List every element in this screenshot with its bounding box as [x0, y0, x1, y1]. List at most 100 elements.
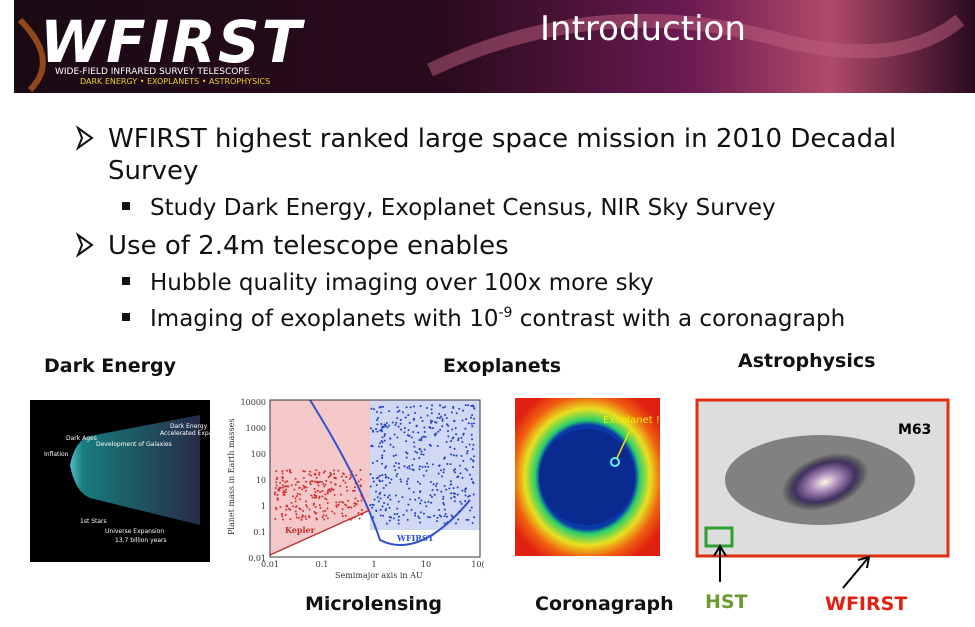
dot — [427, 465, 430, 468]
dot — [471, 522, 474, 525]
dot — [419, 502, 422, 505]
sub-bullet: Study Dark Energy, Exoplanet Census, NIR… — [150, 195, 776, 221]
dot — [406, 452, 409, 455]
dot — [359, 469, 362, 472]
dot — [308, 508, 311, 511]
dot — [321, 495, 324, 498]
dot — [419, 416, 422, 419]
label: Dark Ages — [66, 435, 97, 442]
dot — [405, 440, 408, 443]
dot — [278, 486, 281, 489]
dot — [470, 422, 473, 425]
dot — [334, 477, 337, 480]
dot — [450, 497, 453, 500]
dot — [323, 485, 326, 488]
dot — [465, 418, 468, 421]
dot — [335, 501, 338, 504]
dot — [386, 503, 389, 506]
dot — [414, 514, 417, 517]
dot — [393, 512, 396, 515]
dot — [381, 426, 384, 429]
arrow-bullet — [75, 125, 94, 151]
dot — [424, 435, 427, 438]
dot — [455, 433, 458, 436]
dot — [375, 418, 378, 421]
dot — [354, 482, 357, 485]
dot — [292, 495, 295, 498]
dot — [375, 490, 378, 493]
dot — [438, 508, 441, 511]
dot — [469, 457, 472, 460]
dot — [389, 437, 392, 440]
dot — [388, 424, 391, 427]
dot — [369, 427, 372, 430]
dot — [421, 465, 424, 468]
dot — [294, 483, 297, 486]
dot — [304, 489, 307, 492]
dot — [281, 476, 284, 479]
dot — [341, 508, 344, 511]
dot — [407, 414, 410, 417]
dot — [376, 459, 379, 462]
dot — [384, 433, 387, 436]
dot — [371, 506, 374, 509]
dot — [437, 472, 440, 475]
dot — [427, 516, 430, 519]
dot — [287, 507, 290, 510]
dot — [443, 484, 446, 487]
dot — [377, 417, 380, 420]
label: Development of Galaxies — [96, 441, 172, 448]
dot — [471, 448, 474, 451]
dot — [460, 454, 463, 457]
dot — [409, 498, 412, 501]
dot — [417, 431, 420, 434]
x-tick-label: 0.01 — [261, 560, 279, 569]
dot — [317, 481, 320, 484]
dot — [426, 462, 429, 465]
dot — [283, 489, 286, 492]
dot — [408, 434, 411, 437]
dot — [349, 473, 352, 476]
dot — [277, 488, 280, 491]
dot — [438, 417, 441, 420]
dot — [298, 486, 301, 489]
dot — [316, 518, 319, 521]
dot — [342, 473, 345, 476]
dot — [320, 480, 323, 483]
dot — [296, 481, 299, 484]
dot — [467, 495, 470, 498]
dot — [424, 465, 427, 468]
dot — [324, 497, 327, 500]
dot — [351, 517, 354, 520]
dot — [472, 422, 475, 425]
dot — [370, 407, 373, 410]
dot — [285, 504, 288, 507]
dot — [438, 412, 441, 415]
square-bullet — [122, 202, 130, 210]
dot — [418, 465, 421, 468]
dot — [333, 472, 336, 475]
dot — [299, 493, 302, 496]
label: 13.7 billion years — [115, 537, 167, 544]
dot — [380, 440, 383, 443]
dot — [399, 422, 402, 425]
dot — [356, 499, 359, 502]
dot — [396, 473, 399, 476]
label: Dark Energy — [170, 423, 208, 430]
dot — [385, 421, 388, 424]
dot — [455, 412, 458, 415]
dot — [326, 502, 329, 505]
dot — [400, 480, 403, 483]
dot — [308, 473, 311, 476]
dot — [300, 516, 303, 519]
dot — [445, 417, 448, 420]
dot — [442, 471, 445, 474]
dot — [344, 481, 347, 484]
y-axis-label: Planet mass in Earth masses — [227, 419, 236, 535]
dot — [438, 464, 441, 467]
dot — [279, 481, 282, 484]
dot — [389, 498, 392, 501]
dot — [451, 428, 454, 431]
dot — [405, 456, 408, 459]
dot — [468, 494, 471, 497]
